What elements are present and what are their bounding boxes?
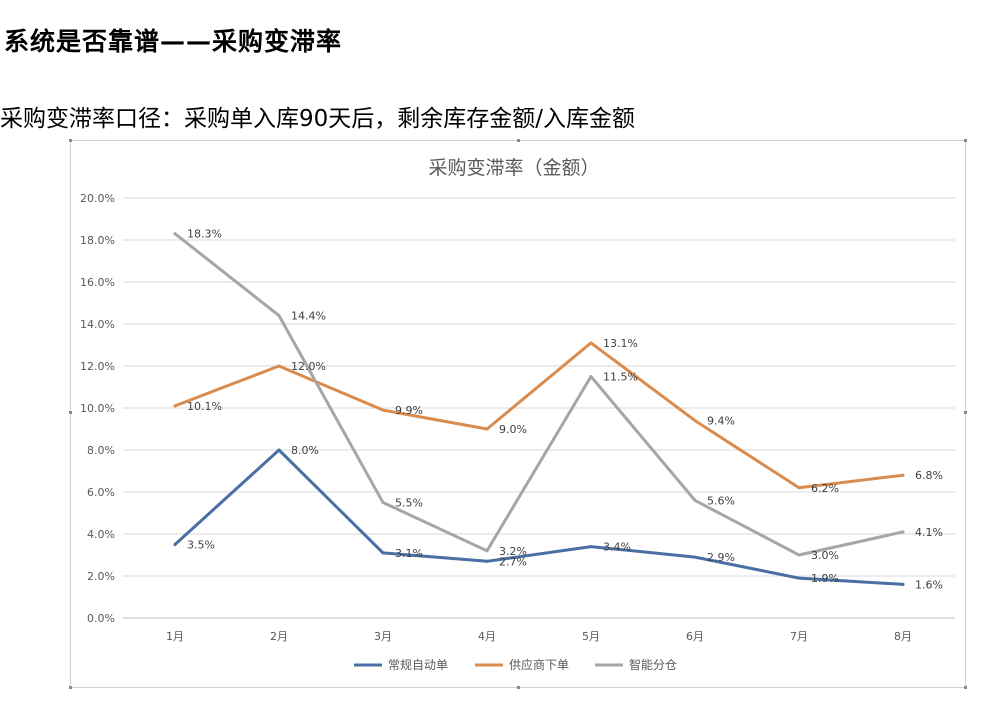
data-point: [693, 419, 697, 423]
y-tick-label: 4.0%: [87, 528, 115, 541]
data-label: 1.6%: [915, 578, 943, 591]
y-tick-label: 10.0%: [80, 402, 115, 415]
data-point: [901, 582, 905, 586]
data-label: 3.0%: [811, 549, 839, 562]
data-point: [173, 404, 177, 408]
data-point: [173, 543, 177, 546]
x-tick-label: 4月: [478, 630, 496, 643]
data-label: 9.0%: [499, 423, 527, 436]
chart-title: 采购变滞率（金额）: [428, 157, 599, 179]
data-point: [797, 553, 801, 557]
gridlines: [123, 197, 955, 619]
chart-area[interactable]: 采购变滞率（金额） 0.0% 2.0% 4.0% 6.0% 8.0% 10.0% 12.0%…: [69, 139, 967, 689]
x-tick-label: 2月: [270, 630, 288, 643]
data-label: 11.5%: [603, 371, 638, 384]
series-line-1: [173, 448, 905, 586]
resize-handle[interactable]: [964, 139, 967, 142]
data-label: 5.5%: [395, 497, 423, 510]
resize-handle[interactable]: [964, 411, 967, 414]
resize-handle[interactable]: [964, 686, 967, 689]
resize-handle[interactable]: [517, 139, 520, 142]
y-tick-label: 6.0%: [87, 486, 115, 499]
data-point: [485, 559, 489, 563]
data-labels: 3.5% 8.0% 3.1% 2.7% 3.4% 2.9% 1.9% 1.6% 10.1% 12.…: [187, 228, 943, 592]
x-axis-ticks: 1月 2月 3月 4月 5月 6月 7月 8月: [166, 630, 912, 643]
data-point: [693, 555, 697, 559]
data-point: [797, 576, 801, 580]
page-subheading: 采购变滞率口径：采购单入库90天后，剩余库存金额/入库金额: [0, 106, 636, 132]
legend-label: 供应商下单: [509, 657, 569, 672]
data-label: 6.8%: [915, 469, 943, 482]
x-tick-label: 8月: [894, 630, 912, 643]
data-point: [589, 545, 593, 549]
data-label: 14.4%: [291, 310, 326, 323]
x-tick-label: 1月: [166, 630, 184, 643]
data-point: [381, 501, 385, 504]
data-point: [485, 549, 489, 553]
x-tick-label: 6月: [686, 630, 704, 643]
line-chart: 采购变滞率（金额） 0.0% 2.0% 4.0% 6.0% 8.0% 10.0% 12.0%…: [80, 157, 955, 672]
data-label: 3.2%: [499, 545, 527, 558]
data-point: [901, 473, 905, 477]
data-label: 6.2%: [811, 482, 839, 495]
data-label: 3.1%: [395, 547, 423, 560]
series-line-3: [173, 232, 905, 557]
data-point: [485, 427, 489, 431]
data-label: 2.9%: [707, 551, 735, 564]
data-label: 18.3%: [187, 228, 222, 241]
data-point: [589, 375, 593, 378]
x-tick-label: 3月: [374, 630, 392, 643]
resize-handle[interactable]: [69, 411, 72, 414]
data-label: 1.9%: [811, 572, 839, 585]
data-point: [693, 498, 697, 502]
y-tick-label: 20.0%: [80, 192, 115, 205]
y-tick-label: 2.0%: [87, 570, 115, 583]
x-tick-label: 7月: [790, 630, 808, 643]
data-label: 13.1%: [603, 337, 638, 350]
data-label: 8.0%: [291, 444, 319, 457]
data-label: 9.9%: [395, 404, 423, 417]
y-tick-label: 0.0%: [87, 612, 115, 625]
y-axis-ticks: 0.0% 2.0% 4.0% 6.0% 8.0% 10.0% 12.0% 14.0% 16.0%…: [80, 192, 115, 625]
data-point: [277, 314, 281, 318]
data-point: [277, 364, 281, 368]
series-lines: [173, 232, 905, 586]
resize-handle[interactable]: [517, 686, 520, 689]
legend-label: 常规自动单: [388, 657, 448, 672]
data-point: [277, 448, 281, 452]
y-tick-label: 12.0%: [80, 360, 115, 373]
data-label: 12.0%: [291, 360, 326, 373]
legend-label: 智能分仓: [629, 657, 677, 672]
resize-handle[interactable]: [69, 686, 72, 689]
data-point: [173, 232, 177, 236]
data-label: 9.4%: [707, 415, 735, 428]
data-label: 3.4%: [603, 541, 631, 554]
data-label: 5.6%: [707, 494, 735, 507]
legend: 常规自动单 供应商下单 智能分仓: [354, 657, 677, 672]
y-tick-label: 14.0%: [80, 318, 115, 331]
y-tick-label: 8.0%: [87, 444, 115, 457]
data-label: 3.5%: [187, 539, 215, 552]
data-point: [589, 341, 593, 345]
series-line-2: [173, 341, 905, 490]
x-tick-label: 5月: [582, 630, 600, 643]
data-point: [381, 551, 385, 555]
data-point: [381, 408, 385, 412]
y-tick-label: 16.0%: [80, 276, 115, 289]
resize-handle[interactable]: [69, 139, 72, 142]
data-label: 2.7%: [499, 555, 527, 568]
page-heading: 系统是否靠谱——采购变滞率: [4, 27, 343, 56]
y-tick-label: 18.0%: [80, 234, 115, 247]
data-label: 10.1%: [187, 400, 222, 413]
data-point: [901, 530, 905, 534]
data-point: [797, 486, 801, 490]
data-label: 4.1%: [915, 526, 943, 539]
